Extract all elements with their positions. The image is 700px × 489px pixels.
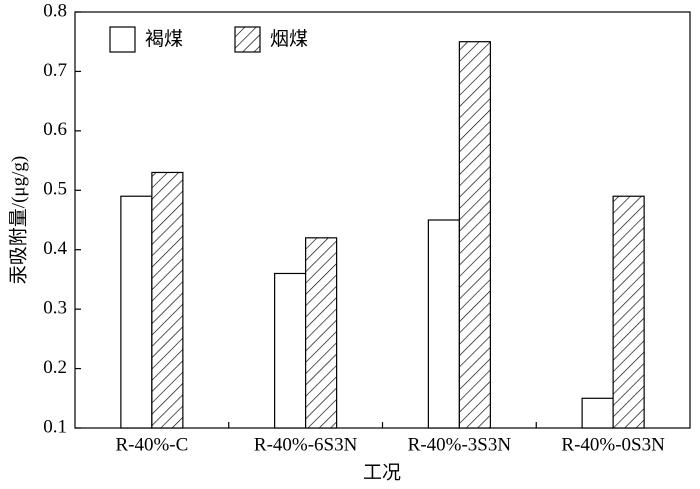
y-tick-label: 0.7	[43, 60, 67, 81]
bar	[151, 171, 184, 429]
y-tick-label: 0.3	[43, 298, 67, 319]
y-tick-label: 0.2	[43, 357, 67, 378]
y-tick-label: 0.6	[43, 119, 67, 140]
bar	[581, 397, 614, 429]
bar	[427, 219, 460, 429]
legend-label: 褐煤	[145, 28, 183, 50]
x-tick-label: R-40%-C	[115, 434, 188, 455]
legend-label: 烟煤	[270, 28, 308, 50]
bar	[305, 237, 338, 429]
y-tick-label: 0.1	[43, 416, 67, 437]
y-tick-label: 0.8	[43, 0, 67, 21]
bar	[612, 195, 645, 429]
bar	[458, 41, 491, 429]
bar	[120, 195, 153, 429]
x-axis-label: 工况	[363, 462, 401, 483]
x-tick-label: R-40%-6S3N	[254, 434, 358, 455]
x-tick-label: R-40%-0S3N	[561, 434, 665, 455]
y-axis-label: 汞吸附量/(μg/g)	[7, 156, 29, 284]
y-tick-label: 0.4	[43, 238, 67, 259]
legend-swatch	[109, 26, 136, 53]
y-tick-label: 0.5	[43, 179, 67, 200]
bar	[274, 272, 307, 429]
legend-swatch	[234, 26, 261, 53]
x-tick-label: R-40%-3S3N	[408, 434, 512, 455]
